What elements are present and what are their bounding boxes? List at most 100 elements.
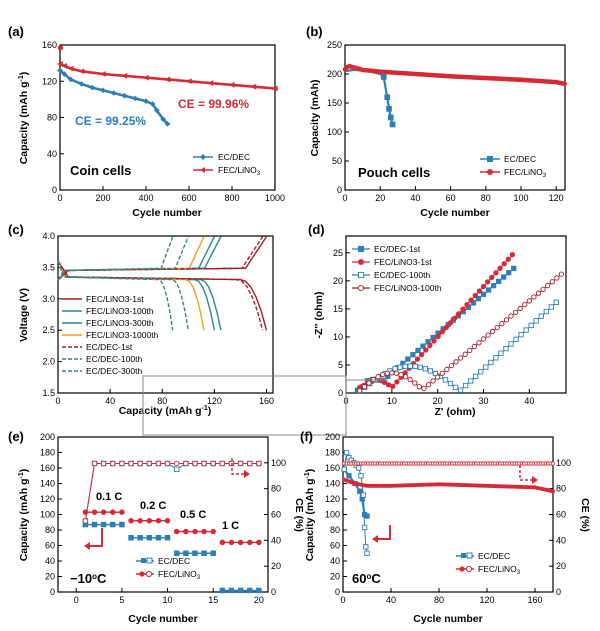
x-tick-label: 160	[259, 396, 274, 406]
y-tick-label: 140	[325, 479, 340, 489]
ce-point	[363, 544, 369, 550]
legend-d-marker	[357, 245, 365, 253]
ce-point	[173, 466, 180, 473]
y-tick-label: 10	[333, 332, 343, 342]
data-point	[488, 359, 494, 366]
temperature-label-e: −10oC	[70, 571, 107, 586]
y-tick-label: 15	[333, 304, 343, 314]
data-point	[67, 76, 74, 83]
data-point	[418, 351, 425, 358]
charge-curve	[57, 236, 216, 281]
x-tick-label: 80	[481, 193, 491, 203]
data-point	[509, 252, 516, 258]
y2-tick-label: 80	[271, 484, 281, 494]
legend-c-entry: FEC/LiNO3-1st	[86, 294, 144, 304]
data-point	[444, 366, 450, 373]
data-point	[384, 94, 391, 101]
data-point	[506, 270, 512, 276]
x-axis-label-f: Cycle number	[413, 613, 482, 625]
data-point	[393, 370, 400, 376]
data-point	[430, 378, 436, 384]
data-point	[164, 517, 171, 524]
y-tick-label: 160	[42, 40, 57, 50]
y-tick-label: 0	[338, 388, 343, 398]
x-tick-label: 40	[386, 595, 396, 605]
x-axis-label-c: Capacity (mAh g-1)	[119, 405, 212, 417]
y-tick-label: 160	[325, 463, 340, 473]
series-c	[57, 236, 268, 331]
arrows-f	[372, 465, 538, 543]
y-tick-label: 40	[330, 556, 340, 566]
data-point	[490, 283, 497, 289]
legend-c-entry: EC/DEC-1st	[86, 342, 133, 352]
data-point	[517, 305, 523, 312]
y-tick-label: 50	[332, 156, 342, 166]
data-point	[485, 332, 491, 338]
data-point	[402, 374, 409, 380]
series-f	[341, 449, 556, 556]
ticks-b: 0 20 40 60 80 100 120 0 50 100 150 200 250	[327, 40, 564, 203]
data-point	[387, 114, 394, 121]
x-tick-label: 120	[207, 396, 222, 406]
y-tick-label: 0	[52, 185, 57, 195]
annotation-ce-fec: CE = 99.96%	[178, 97, 249, 111]
data-point	[503, 345, 509, 352]
charge-curve	[57, 236, 174, 281]
data-point	[417, 364, 423, 370]
y-tick-label: 160	[40, 463, 55, 473]
x-axis-label-d: Z' (ohm)	[435, 406, 476, 418]
x-tick-label: 60	[446, 193, 456, 203]
arrows-e	[84, 458, 250, 550]
y-tick-label: 40	[45, 556, 55, 566]
y-tick-label: 100	[40, 510, 55, 520]
ce-point	[550, 461, 556, 466]
legend-d-entry: EC/DEC-100th	[374, 270, 430, 280]
ce-point	[146, 460, 153, 467]
legend-f-fec: FEC/LiNO3	[478, 564, 521, 576]
y-tick-label: 20	[333, 276, 343, 286]
annotation-coin-cells: Coin cells	[70, 163, 131, 178]
x-tick-label: 100	[513, 193, 528, 203]
y-tick-label: 200	[327, 69, 342, 79]
data-point	[462, 382, 469, 389]
data-point	[451, 315, 458, 321]
data-point	[228, 81, 235, 88]
data-point	[415, 347, 421, 354]
legend-d-marker	[357, 284, 365, 292]
series-e	[82, 460, 262, 594]
ce-point	[110, 460, 116, 467]
x-tick-label: 800	[224, 193, 239, 203]
charge-curve	[57, 236, 189, 281]
ce-point	[155, 460, 162, 467]
y-tick-label: 3.0	[42, 294, 55, 304]
x-tick-label: 120	[479, 595, 494, 605]
data-point	[498, 350, 504, 356]
data-point	[501, 261, 507, 267]
legend-d: EC/DEC-1st FEC/LiNO3-1st EC/DEC-100th FEC/L…	[352, 244, 442, 293]
legend-c-entry: EC/DEC-300th	[86, 366, 142, 376]
y2-tick-label: 60	[556, 510, 566, 520]
data-point	[256, 539, 262, 546]
data-point	[554, 275, 560, 281]
panel-label-b: (b)	[306, 24, 323, 39]
data-point	[250, 83, 257, 90]
data-point	[447, 320, 454, 326]
y-tick-label: 40	[47, 149, 57, 159]
data-point	[483, 364, 489, 370]
ce-point	[119, 460, 125, 467]
x-tick-label: 15	[208, 595, 218, 605]
data-point	[522, 301, 528, 308]
legend-d-marker	[357, 258, 365, 266]
ticks-a: 0 200 400 600 800 1000 0 40 80 120 160	[42, 40, 285, 203]
y-tick-label: 120	[40, 494, 55, 504]
data-point	[61, 62, 67, 69]
data-point	[185, 78, 192, 85]
y-tick-label: 180	[40, 448, 55, 458]
legend-d-marker	[357, 271, 365, 279]
legend-f: EC/DEC FEC/LiNO3	[456, 551, 521, 576]
panel-c: (c) 0 40 80 120 160 1.5 2.0 2.5 3.0 3.5 4.0 FEC/Li…	[8, 222, 274, 417]
data-point	[460, 306, 466, 312]
data-point	[493, 270, 499, 276]
data-point	[271, 85, 278, 92]
ce-point	[82, 518, 89, 524]
